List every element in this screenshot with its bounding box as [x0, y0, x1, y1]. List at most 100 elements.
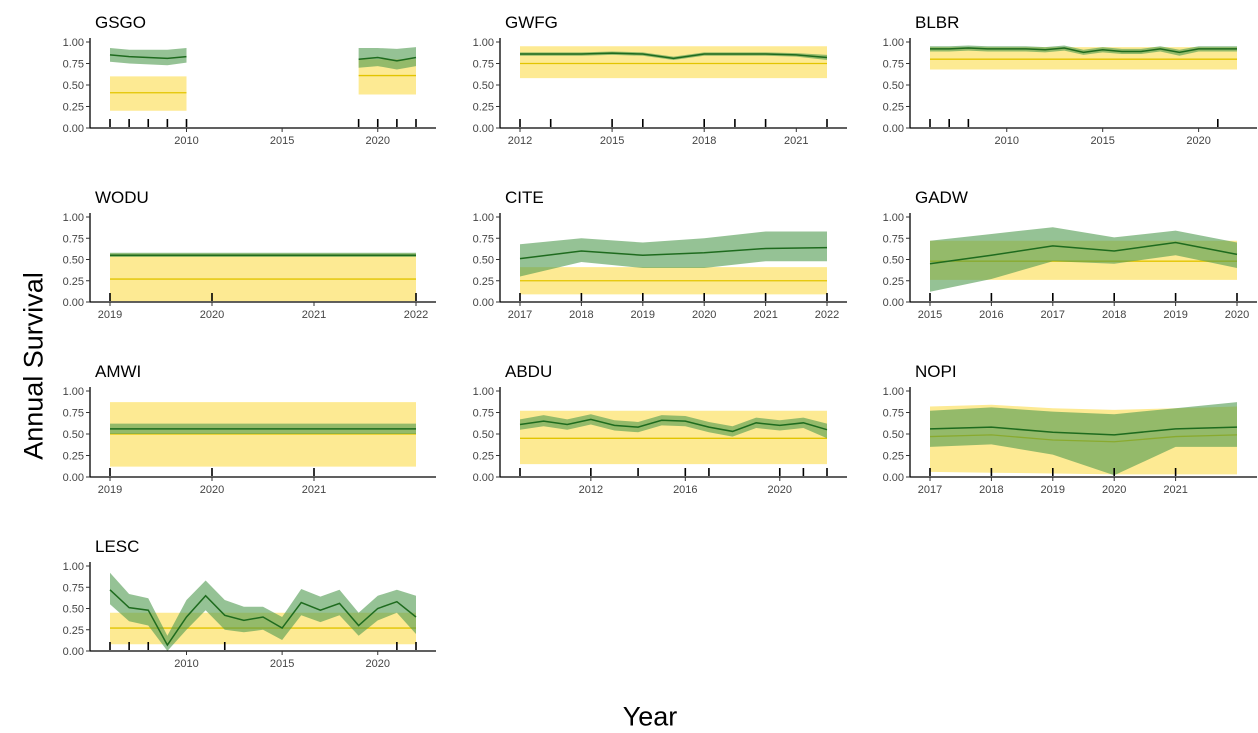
x-tick-label: 2010 — [174, 135, 198, 147]
x-tick-label: 2019 — [98, 484, 122, 496]
y-tick-label: 0.50 — [473, 255, 494, 267]
x-tick-label: 2021 — [753, 309, 777, 321]
y-tick-label: 0.25 — [63, 276, 84, 288]
y-tick-label: 0.25 — [883, 451, 904, 463]
y-tick-label: 0.25 — [63, 102, 84, 114]
annual-survival-band — [930, 227, 1237, 292]
panel-title: GADW — [915, 188, 968, 207]
y-tick-label: 0.50 — [63, 255, 84, 267]
x-tick-label: 2015 — [918, 309, 942, 321]
x-tick-label: 2017 — [1041, 309, 1065, 321]
annual-survival-line — [930, 47, 1237, 54]
y-tick-label: 1.00 — [473, 212, 494, 224]
x-tick-label: 2020 — [366, 658, 390, 670]
panel-cite: CITE 0.00 0.25 0.50 0.75 1.00 2017 2018 2019 2020… — [473, 188, 847, 321]
y-tick-label: 0.00 — [63, 646, 84, 658]
x-tick-label: 2020 — [200, 484, 224, 496]
x-tick-label: 2017 — [918, 484, 942, 496]
y-tick-label: 0.50 — [473, 429, 494, 441]
x-tick-label: 2020 — [1186, 135, 1210, 147]
x-tick-label: 2018 — [1102, 309, 1126, 321]
panel-gwfg: GWFG 0.00 0.25 0.50 0.75 1.00 2012 2015 2018 2021 — [473, 13, 847, 147]
y-axis-label: Annual Survival — [18, 272, 49, 460]
y-tick-label: 0.00 — [473, 123, 494, 135]
x-tick-label: 2016 — [673, 484, 697, 496]
x-tick-label: 2020 — [1225, 309, 1249, 321]
panel-title: BLBR — [915, 13, 959, 32]
y-tick-label: 0.00 — [473, 297, 494, 309]
x-axis-label: Year — [622, 701, 678, 732]
annual-survival-band — [110, 48, 187, 66]
y-tick-label: 1.00 — [473, 37, 494, 49]
x-tick-label: 2018 — [979, 484, 1003, 496]
x-tick-label: 2018 — [692, 135, 716, 147]
panel-title: GWFG — [505, 13, 558, 32]
panel-gsgo: GSGO 0.00 0.25 0.50 0.75 1.00 2010 2015 2020 — [63, 13, 436, 147]
panel-title: CITE — [505, 188, 544, 207]
y-tick-label: 1.00 — [883, 386, 904, 398]
y-tick-label: 0.75 — [883, 408, 904, 420]
annual-survival-band — [930, 45, 1237, 56]
y-tick-label: 0.00 — [63, 297, 84, 309]
y-tick-label: 0.00 — [883, 123, 904, 135]
y-tick-label: 0.50 — [63, 429, 84, 441]
x-tick-label: 2020 — [1102, 484, 1126, 496]
x-tick-label: 2019 — [98, 309, 122, 321]
panel-gadw: GADW 0.00 0.25 0.50 0.75 1.00 2015 2016 2017 2018… — [883, 188, 1257, 321]
panel-nopi: NOPI 0.00 0.25 0.50 0.75 1.00 2017 2018 2019 2020… — [883, 362, 1257, 496]
y-tick-label: 0.00 — [883, 472, 904, 484]
annual-survival-line — [358, 56, 417, 62]
y-tick-label: 0.00 — [883, 297, 904, 309]
y-tick-label: 0.50 — [883, 80, 904, 92]
x-tick-label: 2015 — [270, 658, 294, 670]
x-tick-label: 2019 — [631, 309, 655, 321]
fixed-survival-band — [110, 76, 187, 111]
y-tick-label: 0.50 — [883, 255, 904, 267]
annual-survival-band — [358, 47, 416, 70]
panel-title: AMWI — [95, 362, 141, 381]
y-tick-label: 0.25 — [473, 451, 494, 463]
y-tick-label: 0.75 — [473, 59, 494, 71]
x-tick-label: 2021 — [302, 309, 326, 321]
x-tick-label: 2017 — [508, 309, 532, 321]
fixed-survival-band — [930, 47, 1237, 70]
x-tick-label: 2021 — [784, 135, 808, 147]
x-tick-label: 2022 — [404, 309, 428, 321]
annual-survival-line — [109, 54, 187, 60]
panel-title: GSGO — [95, 13, 146, 32]
x-tick-label: 2012 — [508, 135, 532, 147]
x-tick-label: 2015 — [600, 135, 624, 147]
x-tick-label: 2016 — [979, 309, 1003, 321]
y-tick-label: 0.50 — [63, 80, 84, 92]
y-tick-label: 0.75 — [63, 233, 84, 245]
x-tick-label: 2018 — [569, 309, 593, 321]
x-tick-label: 2020 — [200, 309, 224, 321]
x-tick-label: 2015 — [1090, 135, 1114, 147]
y-tick-label: 1.00 — [883, 212, 904, 224]
y-tick-label: 1.00 — [473, 386, 494, 398]
x-tick-label: 2019 — [1163, 309, 1187, 321]
panel-amwi: AMWI 0.00 0.25 0.50 0.75 1.00 2019 2020 2021 — [63, 362, 436, 496]
y-tick-label: 0.75 — [473, 233, 494, 245]
panel-wodu: WODU 0.00 0.25 0.50 0.75 1.00 2019 2020 2021 2022 — [63, 188, 436, 321]
annual-survival-band — [930, 402, 1237, 476]
x-tick-label: 2020 — [768, 484, 792, 496]
panel-blbr: BLBR 0.00 0.25 0.50 0.75 1.00 2010 2015 2020 — [883, 13, 1257, 147]
y-tick-label: 0.75 — [473, 408, 494, 420]
x-tick-label: 2010 — [995, 135, 1019, 147]
x-tick-label: 2019 — [1041, 484, 1065, 496]
x-tick-label: 2015 — [270, 135, 294, 147]
y-tick-label: 0.25 — [883, 276, 904, 288]
annual-survival-line — [929, 426, 1238, 436]
panel-lesc: LESC 0.00 0.25 0.50 0.75 1.00 2010 2015 2020 — [63, 537, 436, 670]
y-tick-label: 0.75 — [63, 59, 84, 71]
x-tick-label: 2021 — [302, 484, 326, 496]
x-tick-label: 2010 — [174, 658, 198, 670]
annual-survival-line — [929, 241, 1238, 265]
y-tick-label: 0.50 — [883, 429, 904, 441]
annual-survival-line — [109, 589, 417, 647]
y-tick-label: 0.00 — [63, 123, 84, 135]
y-tick-label: 0.25 — [473, 102, 494, 114]
y-tick-label: 1.00 — [883, 37, 904, 49]
